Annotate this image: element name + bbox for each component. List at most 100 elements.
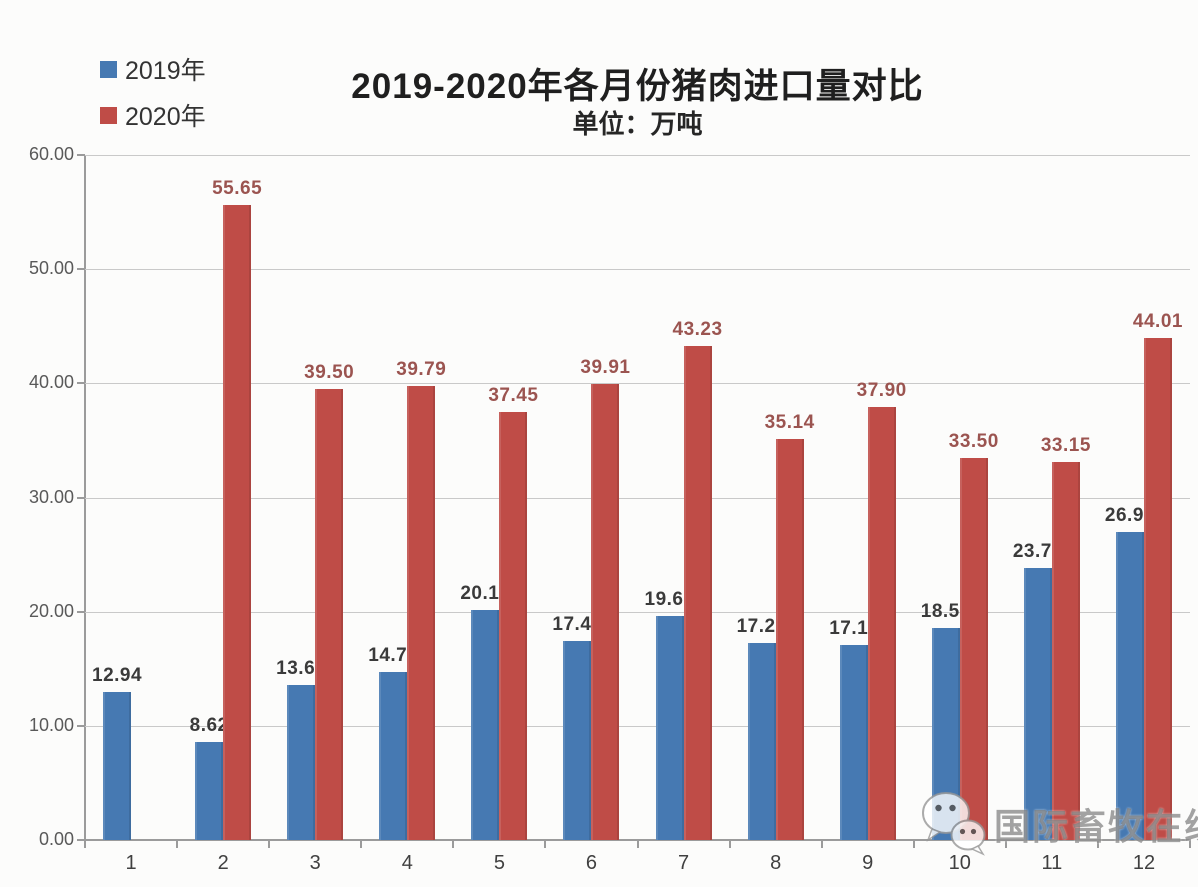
bar-label-2019-m8: 17.26 bbox=[736, 615, 787, 637]
bar-2020-m3 bbox=[315, 389, 344, 840]
x-tick-5 bbox=[544, 841, 547, 848]
bar-2019-m4 bbox=[379, 671, 408, 840]
x-label-month-6: 6 bbox=[585, 852, 598, 874]
x-tick-9 bbox=[912, 841, 915, 848]
legend-swatch-2020 bbox=[100, 106, 117, 124]
x-label-month-8: 8 bbox=[770, 852, 782, 874]
y-tick-label-50.00: 50.00 bbox=[28, 258, 74, 279]
x-tick-7 bbox=[728, 841, 731, 848]
x-label-month-5: 5 bbox=[493, 852, 505, 874]
bar-2020-m9 bbox=[867, 407, 896, 840]
x-tick-0 bbox=[84, 841, 86, 848]
y-tick-label-10.00: 10.00 bbox=[28, 714, 74, 735]
x-label-month-1: 1 bbox=[125, 852, 137, 874]
x-axis-line bbox=[77, 839, 1191, 841]
bar-2019-m10 bbox=[931, 628, 960, 840]
gridline-30 bbox=[85, 497, 1190, 499]
bar-label-2020-m12: 44.01 bbox=[1132, 310, 1183, 332]
bar-2020-m4 bbox=[407, 385, 436, 840]
y-tick-60.00 bbox=[77, 154, 85, 156]
gridline-50 bbox=[85, 269, 1190, 271]
x-tick-1 bbox=[176, 841, 179, 848]
bar-2019-m3 bbox=[287, 684, 316, 840]
gridline-40 bbox=[85, 383, 1190, 385]
y-tick-label-60.00: 60.00 bbox=[28, 144, 74, 164]
bar-2020-m2 bbox=[223, 204, 252, 840]
x-tick-4 bbox=[452, 841, 455, 848]
bar-label-2020-m6: 39.91 bbox=[580, 357, 631, 379]
bar-label-2020-m5: 37.45 bbox=[488, 385, 539, 407]
x-label-month-10: 10 bbox=[948, 852, 971, 874]
y-tick-40.00 bbox=[77, 382, 85, 385]
y-tick-label-40.00: 40.00 bbox=[28, 372, 74, 393]
bar-2020-m6 bbox=[591, 384, 620, 840]
bar-2019-m6 bbox=[563, 640, 592, 840]
y-tick-0.00 bbox=[77, 839, 85, 841]
bar-label-2020-m8: 35.14 bbox=[764, 411, 815, 433]
bar-2019-m9 bbox=[839, 644, 868, 840]
bar-label-2019-m7: 19.63 bbox=[644, 588, 695, 610]
bar-2020-m11 bbox=[1051, 461, 1080, 840]
x-tick-11 bbox=[1096, 841, 1099, 848]
chart-subtitle: 单位：万吨 bbox=[572, 109, 703, 139]
bar-2020-m12 bbox=[1143, 337, 1172, 840]
bar-label-2019-m10: 18.56 bbox=[920, 601, 971, 623]
bar-2020-m7 bbox=[683, 346, 712, 840]
legend-label-2019: 2019年 bbox=[125, 57, 206, 85]
bar-2020-m10 bbox=[959, 457, 988, 840]
bar-label-2020-m10: 33.50 bbox=[948, 430, 999, 452]
bar-label-2019-m3: 13.60 bbox=[276, 657, 327, 679]
x-label-month-4: 4 bbox=[401, 852, 413, 874]
bar-label-2020-m3: 39.50 bbox=[304, 362, 355, 384]
bar-2019-m11 bbox=[1023, 568, 1052, 840]
x-tick-8 bbox=[820, 841, 823, 848]
x-label-month-2: 2 bbox=[217, 852, 229, 874]
y-tick-20.00 bbox=[77, 610, 85, 613]
bar-2020-m8 bbox=[775, 438, 804, 840]
y-tick-30.00 bbox=[77, 496, 85, 499]
x-tick-6 bbox=[636, 841, 639, 848]
x-label-month-3: 3 bbox=[309, 852, 321, 874]
legend-swatch-2019 bbox=[100, 60, 117, 78]
x-label-month-11: 11 bbox=[1041, 852, 1063, 874]
x-label-month-12: 12 bbox=[1132, 852, 1156, 874]
bar-2019-m5 bbox=[471, 610, 500, 840]
bar-label-2019-m5: 20.12 bbox=[460, 583, 511, 605]
chart-title: 2019-2020年各月份猪肉进口量对比 bbox=[351, 67, 924, 106]
bar-label-2019-m1: 12.94 bbox=[92, 665, 143, 687]
bar-2019-m1 bbox=[103, 692, 132, 840]
x-label-month-7: 7 bbox=[677, 852, 690, 874]
y-tick-10.00 bbox=[77, 724, 85, 727]
y-tick-50.00 bbox=[77, 268, 85, 271]
legend-label-2020: 2020年 bbox=[125, 103, 206, 131]
bar-label-2020-m9: 37.90 bbox=[856, 380, 907, 402]
bar-label-2019-m11: 23.79 bbox=[1012, 541, 1063, 563]
x-tick-3 bbox=[360, 841, 363, 848]
y-tick-label-20.00: 20.00 bbox=[28, 600, 74, 621]
y-tick-label-0.00: 0.00 bbox=[38, 829, 74, 849]
bar-label-2020-m7: 43.23 bbox=[672, 319, 723, 341]
bar-2019-m2 bbox=[195, 741, 224, 840]
legend-item-2019: 2019年 bbox=[100, 52, 206, 86]
bar-label-2019-m9: 17.11 bbox=[829, 617, 879, 639]
x-tick-10 bbox=[1004, 841, 1007, 848]
plot-area: 12.94 8.62 13.60 14.74 20.12 17.47 19.63 17.26 1… bbox=[85, 155, 1190, 840]
bar-2020-m5 bbox=[499, 412, 528, 840]
bar-label-2020-m11: 33.15 bbox=[1040, 434, 1091, 456]
bar-2019-m7 bbox=[655, 615, 684, 840]
gridline-20 bbox=[85, 611, 1190, 613]
y-tick-label-30.00: 30.00 bbox=[28, 486, 74, 507]
x-label-month-9: 9 bbox=[862, 852, 874, 874]
bar-2019-m12 bbox=[1115, 531, 1144, 840]
bar-2019-m8 bbox=[747, 642, 776, 840]
bar-label-2019-m2: 8.62 bbox=[189, 714, 229, 736]
x-tick-2 bbox=[268, 841, 271, 848]
legend: 2019年 2020年 bbox=[100, 52, 206, 144]
bar-label-2019-m6: 17.47 bbox=[552, 613, 603, 635]
bar-label-2019-m4: 14.74 bbox=[368, 644, 419, 666]
legend-item-2020: 2020年 bbox=[100, 98, 206, 132]
x-tick-12 bbox=[1189, 841, 1191, 848]
bar-label-2019-m12: 26.98 bbox=[1104, 504, 1155, 526]
bar-label-2020-m2: 55.65 bbox=[212, 177, 263, 199]
